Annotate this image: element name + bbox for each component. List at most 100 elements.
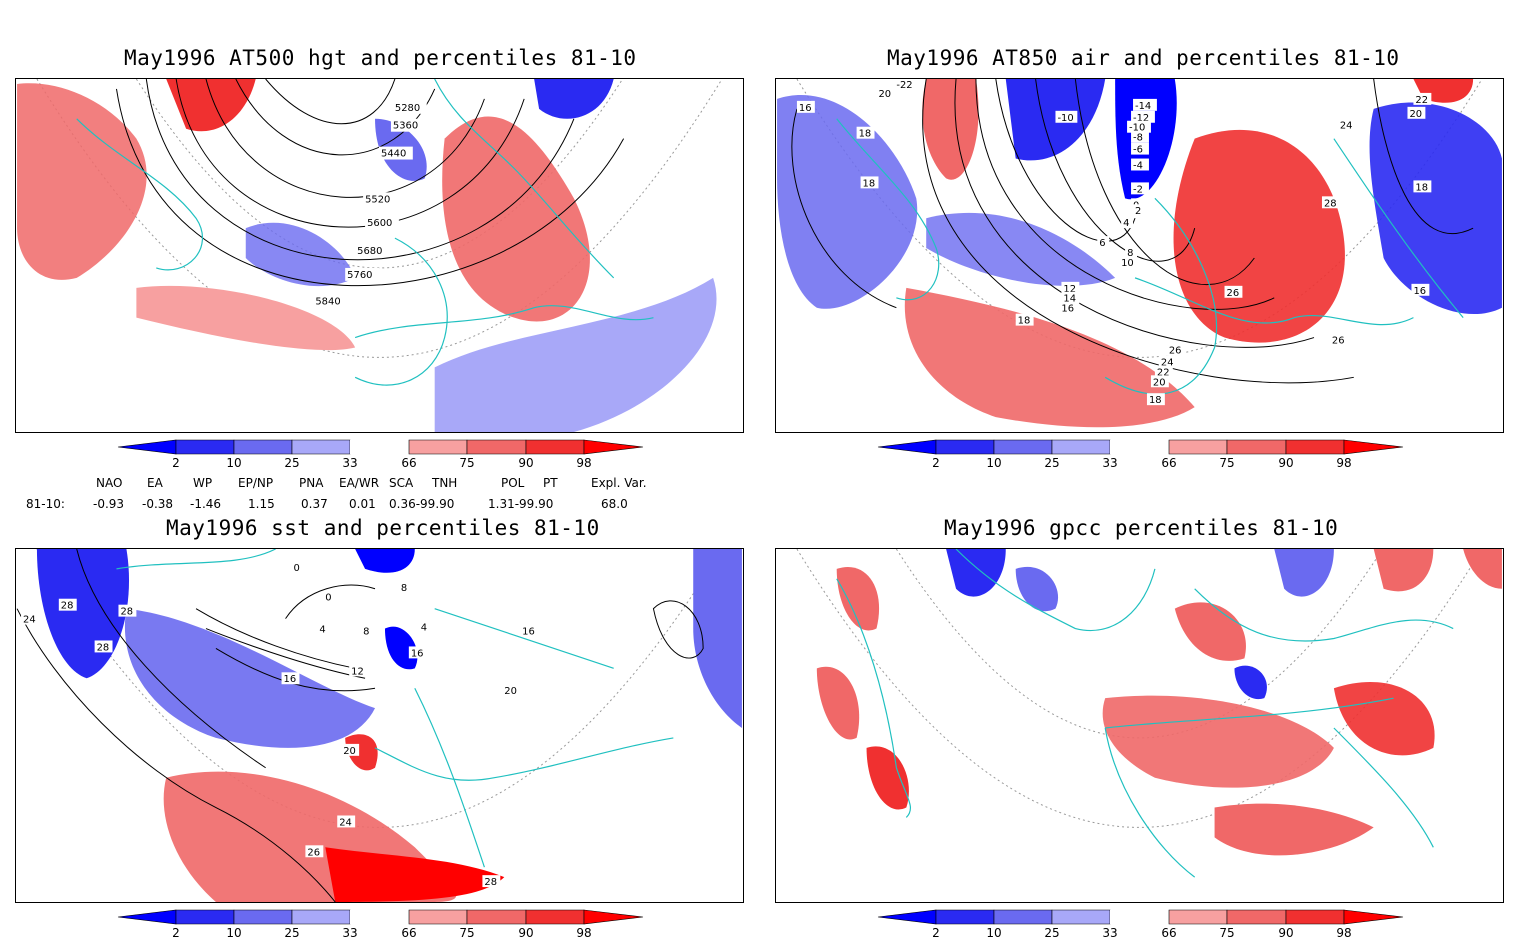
- svg-text:-10: -10: [1057, 113, 1073, 124]
- negative-anomaly-region: [355, 549, 415, 573]
- svg-text:22: 22: [1157, 367, 1170, 378]
- svg-text:24: 24: [23, 615, 36, 626]
- colorbar-tick-label: 10: [226, 456, 241, 470]
- colorbar-tick-label: 98: [1336, 456, 1351, 470]
- contour-line: [145, 79, 575, 261]
- colorbar-segment: [350, 910, 409, 924]
- panel-title-sst: May1996 sst and percentiles 81-10: [166, 516, 600, 540]
- svg-text:20: 20: [343, 746, 356, 757]
- index-value: 1.15: [248, 497, 275, 511]
- index-header: PT: [543, 476, 558, 490]
- colorbar-segment: [466, 439, 527, 455]
- colorbar-segment: [1110, 910, 1169, 924]
- svg-text:5360: 5360: [393, 121, 418, 132]
- colorbar-segment: [1051, 439, 1111, 455]
- colorbar-tick-label: 2: [172, 926, 180, 940]
- grid-arc: [36, 79, 723, 358]
- svg-text:28: 28: [1324, 198, 1337, 209]
- svg-text:-4: -4: [1133, 160, 1143, 171]
- svg-text:4: 4: [1123, 218, 1129, 229]
- colorbar-gpcc: 2 10 25 33 66 75 90 98: [877, 909, 1404, 940]
- colorbar-segment: [466, 909, 527, 925]
- positive-anomaly-region: [325, 847, 505, 902]
- svg-text:18: 18: [1149, 395, 1162, 406]
- svg-text:16: 16: [522, 627, 535, 638]
- index-header: WP: [193, 476, 213, 490]
- svg-text:16: 16: [411, 648, 424, 659]
- colorbar-air: 2 10 25 33 66 75 90 98: [877, 439, 1404, 470]
- colorbar-tick-label: 2: [932, 926, 940, 940]
- contour-line: [115, 88, 625, 287]
- positive-anomaly-region: [904, 287, 1195, 428]
- contour-labels: -22 20 16 18 18 -10 -14 -12 -10 -8 -6 -4…: [796, 79, 1432, 406]
- svg-text:10: 10: [1121, 258, 1134, 269]
- positive-anomaly-region: [345, 734, 378, 771]
- colorbar-segment: [583, 439, 644, 455]
- colorbar-tick-label: 75: [1219, 456, 1234, 470]
- colorbar-tick-label: 25: [1044, 456, 1059, 470]
- colorbar-tick-label: 33: [1102, 456, 1117, 470]
- svg-text:18: 18: [863, 178, 876, 189]
- index-header: NAO: [96, 476, 123, 490]
- index-value: -1.46: [190, 497, 222, 511]
- index-value: 0.36-99.90: [389, 497, 455, 511]
- land-outlines: [76, 79, 654, 386]
- index-header: POL: [501, 476, 525, 490]
- index-value: 68.0: [601, 497, 628, 511]
- colorbar-sst: 2 10 25 33 66 75 90 98: [117, 909, 644, 940]
- colorbar-tick-label: 75: [1219, 926, 1234, 940]
- colorbar-tick-label: 66: [401, 926, 416, 940]
- map-gpcc: [775, 548, 1504, 903]
- contour-labels: 24 28 28 28 0 0 4 8 12 16 4 8 16 20 20 2…: [21, 560, 539, 888]
- colorbar-segment: [1226, 909, 1287, 925]
- panel-title-gpcc: May1996 gpcc percentiles 81-10: [944, 516, 1339, 540]
- svg-text:6: 6: [1099, 238, 1105, 249]
- colorbar-tick-label: 98: [576, 926, 591, 940]
- svg-text:5600: 5600: [367, 218, 392, 229]
- svg-text:24: 24: [1340, 121, 1353, 132]
- colorbar-segment: [1285, 909, 1345, 925]
- colorbar-tick-label: 25: [284, 456, 299, 470]
- map-gpcc-canvas: [777, 549, 1502, 902]
- colorbar-tick-label: 10: [986, 456, 1001, 470]
- svg-text:0: 0: [325, 593, 331, 604]
- index-value: 0.37: [301, 497, 328, 511]
- colorbar-segment: [1168, 439, 1228, 455]
- svg-text:28: 28: [484, 877, 497, 888]
- svg-text:16: 16: [799, 103, 812, 114]
- colorbar-tick-label: 98: [1336, 926, 1351, 940]
- svg-text:28: 28: [61, 601, 74, 612]
- colorbar-segment: [1110, 440, 1169, 454]
- colorbar-segment: [1343, 909, 1404, 925]
- map-sst-canvas: 24 28 28 28 0 0 4 8 12 16 4 8 16 20 20 2…: [16, 549, 742, 902]
- colorbar-segment: [877, 909, 937, 925]
- svg-text:24: 24: [339, 817, 352, 828]
- negative-anomaly-region: [245, 222, 356, 287]
- panel-title-hgt: May1996 AT500 hgt and percentiles 81-10: [124, 46, 637, 70]
- svg-text:14: 14: [1063, 294, 1076, 305]
- panel-title-air: May1996 AT850 air and percentiles 81-10: [887, 46, 1400, 70]
- colorbar-segment: [877, 439, 937, 455]
- svg-text:18: 18: [859, 129, 872, 140]
- colorbar-hgt: 2 10 25 33 66 75 90 98: [117, 439, 644, 470]
- svg-text:22: 22: [1415, 95, 1428, 106]
- colorbar-segment: [233, 439, 293, 455]
- svg-text:20: 20: [504, 686, 517, 697]
- colorbar-segment: [291, 909, 351, 925]
- svg-text:5760: 5760: [347, 270, 372, 281]
- index-header: EP/NP: [238, 476, 274, 490]
- svg-text:20: 20: [1409, 109, 1422, 120]
- map-hgt: 5280 5360 5440 5520 5600 5680 5760 5840: [15, 78, 744, 433]
- colorbar-segment: [350, 440, 409, 454]
- svg-text:26: 26: [1227, 288, 1240, 299]
- colorbar-segment: [935, 439, 995, 455]
- colorbar-segment: [935, 909, 995, 925]
- svg-text:26: 26: [1332, 336, 1345, 347]
- colorbar-tick-label: 25: [1044, 926, 1059, 940]
- index-header: EA: [147, 476, 163, 490]
- colorbar-tick-label: 90: [518, 926, 533, 940]
- svg-text:5440: 5440: [381, 149, 406, 160]
- svg-text:-8: -8: [1133, 133, 1143, 144]
- svg-text:8: 8: [401, 583, 407, 594]
- svg-text:5280: 5280: [395, 103, 420, 114]
